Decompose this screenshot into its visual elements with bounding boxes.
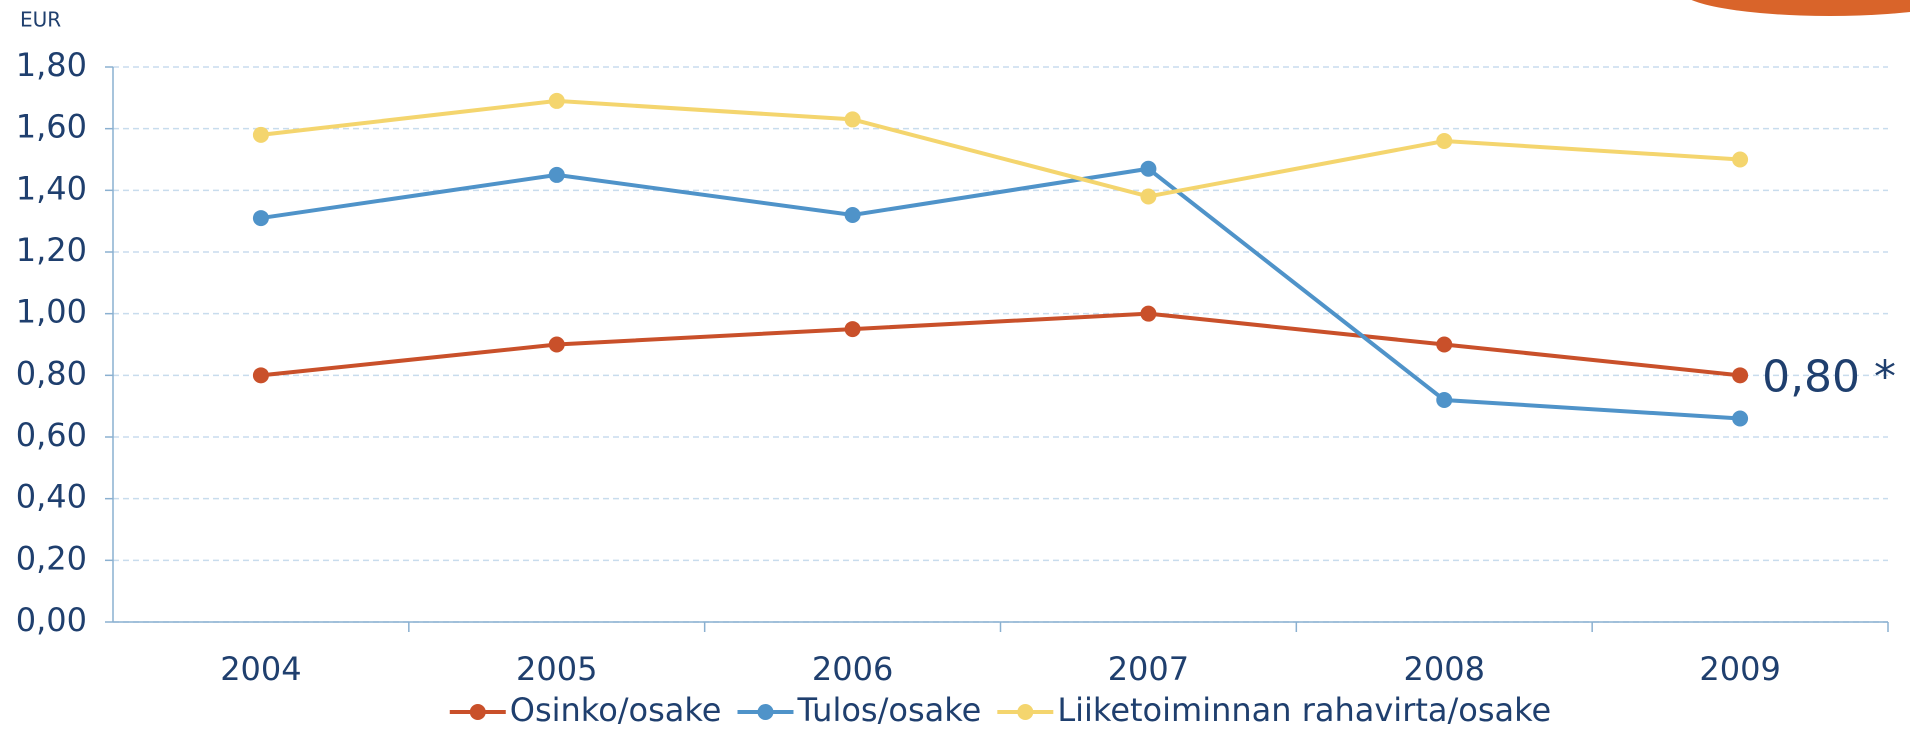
data-point xyxy=(844,321,861,338)
legend-item: Tulos/osake xyxy=(737,691,981,729)
data-point xyxy=(548,166,565,183)
data-point xyxy=(1436,133,1453,149)
data-point xyxy=(252,126,269,143)
legend-dot xyxy=(1017,704,1034,720)
data-point xyxy=(1732,151,1749,168)
x-tick-label: 2007 xyxy=(1108,650,1189,688)
y-tick-label: 0,40 xyxy=(16,478,87,516)
data-point xyxy=(844,111,861,128)
data-point xyxy=(252,210,269,227)
unit-label: EUR xyxy=(20,8,61,32)
x-tick-label: 2009 xyxy=(1699,650,1780,688)
x-tick-label: 2004 xyxy=(220,650,301,688)
data-point xyxy=(1436,392,1453,408)
legend-dot xyxy=(757,704,774,720)
y-tick-label: 1,00 xyxy=(16,293,87,331)
data-point xyxy=(1140,305,1157,322)
y-tick-label: 0,60 xyxy=(16,416,87,454)
logo-fragment xyxy=(1691,0,1910,16)
series-line xyxy=(260,98,1741,199)
y-tick-label: 0,20 xyxy=(16,539,87,577)
y-tick-label: 1,40 xyxy=(16,169,87,207)
data-point xyxy=(1140,188,1157,205)
x-tick-label: 2008 xyxy=(1404,650,1485,688)
data-point xyxy=(844,207,861,223)
data-point xyxy=(1436,336,1453,353)
y-tick-label: 0,00 xyxy=(16,601,87,639)
y-tick-label: 1,60 xyxy=(16,108,87,146)
legend-label: Osinko/osake xyxy=(510,691,722,729)
data-point xyxy=(1732,367,1749,384)
legend-label: Tulos/osake xyxy=(796,691,981,729)
data-point xyxy=(548,336,565,353)
data-point xyxy=(252,367,269,384)
series-line xyxy=(260,311,1741,378)
x-tick-label: 2005 xyxy=(516,650,597,688)
data-point xyxy=(1732,410,1749,427)
y-tick-label: 1,20 xyxy=(16,231,87,269)
legend-label: Liiketoiminnan rahavirta/osake xyxy=(1057,691,1551,729)
annotation: 0,80 * xyxy=(1762,351,1896,402)
y-tick-label: 1,80 xyxy=(16,46,87,84)
data-point xyxy=(1140,160,1157,177)
x-tick-label: 2006 xyxy=(812,650,893,688)
data-point xyxy=(548,92,565,109)
legend-item: Liiketoiminnan rahavirta/osake xyxy=(997,691,1551,729)
legend-item: Osinko/osake xyxy=(449,691,722,729)
y-tick-label: 0,80 xyxy=(16,354,87,392)
legend-dot xyxy=(469,704,486,720)
series-line xyxy=(260,166,1741,421)
